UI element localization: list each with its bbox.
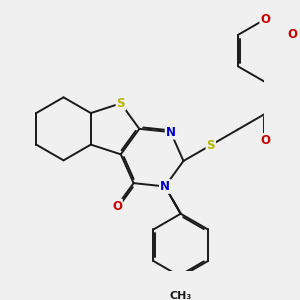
Text: CH₃: CH₃ <box>169 291 192 300</box>
Text: N: N <box>160 180 170 193</box>
Text: O: O <box>112 200 122 213</box>
Text: N: N <box>166 126 176 139</box>
Text: S: S <box>206 139 215 152</box>
Text: O: O <box>288 28 298 41</box>
Text: O: O <box>260 134 270 147</box>
Text: S: S <box>116 97 125 110</box>
Text: O: O <box>260 13 270 26</box>
